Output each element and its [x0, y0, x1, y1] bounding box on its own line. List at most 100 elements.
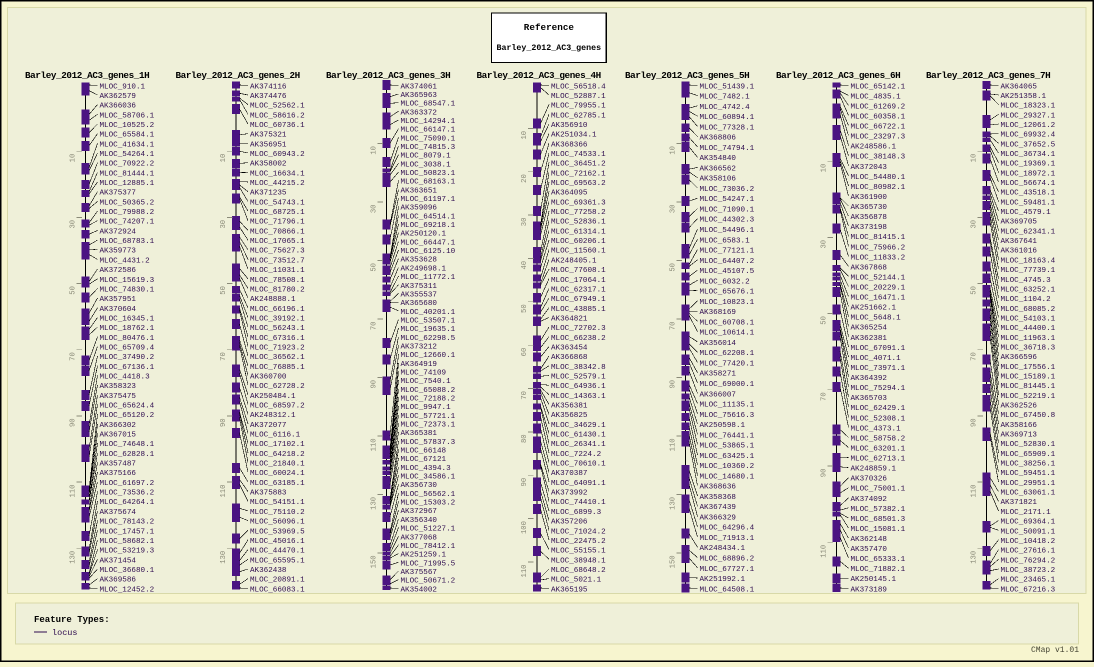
svg-text:AK357951: AK357951: [100, 296, 137, 304]
svg-text:MLOC_54103.1: MLOC_54103.1: [1001, 316, 1056, 324]
svg-text:40: 40: [521, 261, 529, 270]
svg-text:MLOC_43885.1: MLOC_43885.1: [551, 306, 606, 314]
svg-text:MLOC_10360.2: MLOC_10360.2: [700, 463, 755, 471]
svg-text:MLOC_74533.1: MLOC_74533.1: [551, 151, 606, 159]
svg-text:AK361900: AK361900: [851, 194, 888, 202]
svg-text:MLOC_4835.1: MLOC_4835.1: [851, 93, 902, 101]
svg-text:AK362579: AK362579: [100, 93, 137, 101]
svg-text:MLOC_77258.2: MLOC_77258.2: [551, 209, 606, 217]
svg-text:AK358368: AK358368: [700, 494, 737, 502]
svg-text:MLOC_68783.1: MLOC_68783.1: [100, 238, 155, 246]
svg-text:AK365254: AK365254: [851, 325, 888, 333]
svg-text:50: 50: [521, 304, 529, 313]
svg-text:MLOC_57837.3: MLOC_57837.3: [401, 439, 456, 447]
svg-text:60: 60: [521, 348, 529, 357]
svg-text:AK364919: AK364919: [401, 361, 438, 369]
svg-text:MLOC_54151.1: MLOC_54151.1: [250, 499, 305, 507]
svg-text:AK372043: AK372043: [851, 164, 888, 172]
svg-text:AK358166: AK358166: [1001, 422, 1038, 430]
svg-text:AK362526: AK362526: [1001, 403, 1038, 411]
svg-text:MLOC_6116.1: MLOC_6116.1: [250, 432, 301, 440]
svg-text:MLOC_69000.1: MLOC_69000.1: [700, 381, 755, 389]
svg-text:MLOC_66147.1: MLOC_66147.1: [401, 127, 456, 135]
svg-text:MLOC_23297.3: MLOC_23297.3: [851, 134, 906, 142]
svg-text:AK353628: AK353628: [401, 257, 438, 265]
svg-text:MLOC_76441.1: MLOC_76441.1: [700, 432, 755, 440]
svg-text:AK367439: AK367439: [700, 504, 737, 512]
svg-text:MLOC_37652.5: MLOC_37652.5: [1001, 141, 1056, 149]
svg-text:10: 10: [821, 164, 829, 173]
svg-text:AK251034.1: AK251034.1: [551, 132, 597, 140]
svg-text:MLOC_67136.1: MLOC_67136.1: [100, 364, 155, 372]
svg-text:AK358323: AK358323: [100, 383, 137, 391]
svg-text:AK371821: AK371821: [1001, 499, 1038, 507]
svg-text:MLOC_69364.1: MLOC_69364.1: [1001, 519, 1056, 527]
svg-text:AK372924: AK372924: [100, 228, 137, 236]
svg-text:AK358271: AK358271: [700, 371, 737, 379]
svg-text:AK362438: AK362438: [250, 567, 287, 575]
svg-text:MLOC_20229.1: MLOC_20229.1: [851, 285, 906, 293]
svg-text:130: 130: [371, 497, 379, 510]
svg-text:MLOC_34629.1: MLOC_34629.1: [551, 422, 606, 430]
svg-text:Barley_2012_AC3_genes_4H: Barley_2012_AC3_genes_4H: [477, 70, 601, 81]
svg-text:110: 110: [521, 565, 529, 578]
svg-text:MLOC_50671.2: MLOC_50671.2: [401, 578, 456, 586]
svg-text:MLOC_77420.1: MLOC_77420.1: [700, 361, 755, 369]
svg-text:AK357470: AK357470: [851, 546, 888, 554]
svg-text:AK248434.1: AK248434.1: [700, 545, 746, 553]
svg-text:MLOC_52830.1: MLOC_52830.1: [1001, 441, 1056, 449]
svg-text:MLOC_55155.1: MLOC_55155.1: [551, 548, 606, 556]
svg-text:MLOC_53865.1: MLOC_53865.1: [700, 443, 755, 451]
svg-text:MLOC_58616.2: MLOC_58616.2: [250, 112, 305, 120]
svg-text:MLOC_63425.1: MLOC_63425.1: [700, 453, 755, 461]
svg-text:AK373198: AK373198: [851, 224, 888, 232]
svg-text:MLOC_74648.1: MLOC_74648.1: [100, 441, 155, 449]
svg-text:AK369586: AK369586: [100, 577, 137, 585]
svg-text:MLOC_6583.1: MLOC_6583.1: [700, 237, 751, 245]
svg-text:AK374092: AK374092: [851, 496, 888, 504]
svg-text:AK251992.1: AK251992.1: [700, 576, 746, 584]
svg-text:MLOC_7540.1: MLOC_7540.1: [401, 378, 452, 386]
svg-text:MLOC_58682.1: MLOC_58682.1: [100, 538, 155, 546]
svg-text:MLOC_2171.1: MLOC_2171.1: [1001, 509, 1052, 517]
svg-text:MLOC_67216.3: MLOC_67216.3: [1001, 586, 1056, 594]
svg-text:AK368806: AK368806: [700, 135, 737, 143]
svg-text:90: 90: [371, 380, 379, 389]
svg-text:AK365703: AK365703: [851, 395, 888, 403]
svg-text:MLOC_75627.3: MLOC_75627.3: [250, 248, 305, 256]
svg-text:AK366596: AK366596: [1001, 354, 1038, 362]
svg-text:MLOC_29327.1: MLOC_29327.1: [1001, 112, 1056, 120]
svg-text:MLOC_67450.8: MLOC_67450.8: [1001, 412, 1056, 420]
svg-text:AK373212: AK373212: [401, 344, 438, 352]
svg-text:MLOC_70922.2: MLOC_70922.2: [100, 161, 155, 169]
svg-text:AK372077: AK372077: [250, 422, 286, 430]
svg-text:MLOC_65120.2: MLOC_65120.2: [100, 412, 155, 420]
svg-text:MLOC_23465.1: MLOC_23465.1: [1001, 577, 1056, 585]
svg-text:AK248405.1: AK248405.1: [551, 257, 597, 265]
svg-text:MLOC_6899.3: MLOC_6899.3: [551, 509, 602, 517]
svg-text:Barley_2012_AC3_genes_3H: Barley_2012_AC3_genes_3H: [326, 70, 450, 81]
svg-text:MLOC_11560.1: MLOC_11560.1: [551, 248, 606, 256]
svg-text:MLOC_38148.3: MLOC_38148.3: [851, 154, 906, 162]
svg-text:AK366562: AK366562: [700, 165, 737, 173]
svg-text:MLOC_7482.1: MLOC_7482.1: [700, 94, 751, 102]
svg-text:50: 50: [670, 263, 678, 272]
svg-text:MLOC_71882.1: MLOC_71882.1: [851, 566, 906, 574]
svg-text:MLOC_60894.1: MLOC_60894.1: [700, 114, 755, 122]
svg-text:MLOC_19635.1: MLOC_19635.1: [401, 326, 456, 334]
svg-text:MLOC_78143.2: MLOC_78143.2: [100, 519, 155, 527]
svg-text:AK251259.1: AK251259.1: [401, 552, 447, 560]
svg-text:70: 70: [371, 322, 379, 331]
svg-text:MLOC_44470.1: MLOC_44470.1: [250, 548, 305, 556]
svg-text:MLOC_17556.1: MLOC_17556.1: [1001, 364, 1056, 372]
svg-text:MLOC_18762.1: MLOC_18762.1: [100, 325, 155, 333]
svg-text:MLOC_67091.1: MLOC_67091.1: [851, 345, 906, 353]
svg-text:MLOC_53219.3: MLOC_53219.3: [100, 548, 155, 556]
svg-text:MLOC_68163.1: MLOC_68163.1: [401, 179, 456, 187]
svg-text:MLOC_36451.2: MLOC_36451.2: [551, 161, 606, 169]
svg-text:MLOC_12452.2: MLOC_12452.2: [100, 586, 155, 594]
svg-text:MLOC_3038.1: MLOC_3038.1: [401, 161, 452, 169]
svg-text:MLOC_63201.1: MLOC_63201.1: [851, 446, 906, 454]
svg-text:MLOC_73036.2: MLOC_73036.2: [700, 186, 755, 194]
svg-text:MLOC_53507.1: MLOC_53507.1: [401, 318, 456, 326]
